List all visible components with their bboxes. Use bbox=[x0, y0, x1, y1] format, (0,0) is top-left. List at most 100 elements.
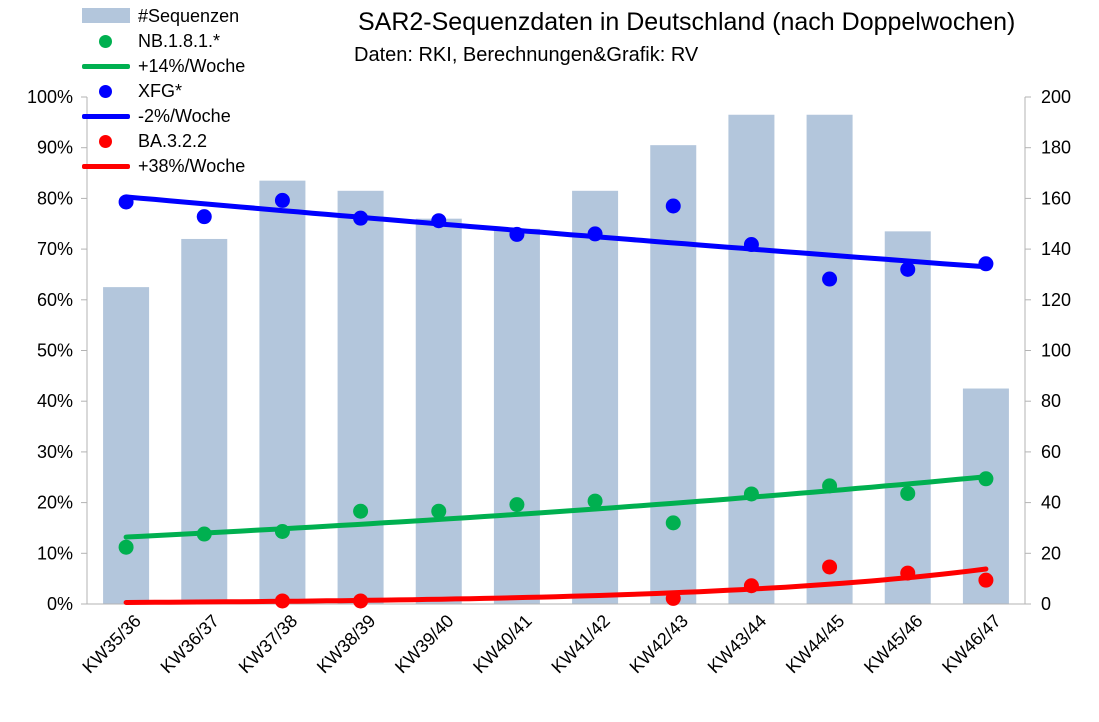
line-marker-icon bbox=[82, 114, 130, 119]
right-tick-label: 120 bbox=[1041, 290, 1071, 310]
point-BA.3.2.2-KW42/43 bbox=[665, 590, 681, 606]
dot-marker-icon bbox=[99, 35, 112, 48]
x-tick-label: KW40/41 bbox=[469, 611, 536, 678]
legend-item-sequenzen: #Sequenzen bbox=[82, 4, 245, 29]
left-tick-label: 0% bbox=[47, 594, 73, 614]
point-XFG*-KW45/46 bbox=[900, 261, 916, 277]
legend-item-nb181: NB.1.8.1.* bbox=[82, 29, 245, 54]
legend-label: NB.1.8.1.* bbox=[138, 31, 221, 51]
point-XFG*-KW38/39 bbox=[353, 210, 369, 226]
point-XFG*-KW37/38 bbox=[274, 192, 290, 208]
legend-item-trend-ba322: +38%/Woche bbox=[82, 154, 245, 179]
point-BA.3.2.2-KW43/44 bbox=[743, 578, 759, 594]
legend-swatch-dot bbox=[82, 79, 130, 104]
point-BA.3.2.2-KW38/39 bbox=[353, 593, 369, 609]
legend-swatch-dot bbox=[82, 129, 130, 154]
x-tick-label: KW45/46 bbox=[860, 611, 927, 678]
point-NB.1.8.1.*-KW38/39 bbox=[353, 503, 369, 519]
legend-swatch-line bbox=[82, 154, 130, 179]
right-tick-label: 100 bbox=[1041, 341, 1071, 361]
point-BA.3.2.2-KW45/46 bbox=[900, 565, 916, 581]
bar-KW45/46 bbox=[884, 231, 931, 605]
legend-label: #Sequenzen bbox=[138, 6, 240, 26]
point-XFG*-KW40/41 bbox=[509, 226, 525, 242]
x-tick-label: KW46/47 bbox=[938, 611, 1005, 678]
point-NB.1.8.1.*-KW44/45 bbox=[822, 478, 838, 494]
left-tick-label: 50% bbox=[37, 341, 73, 361]
trend-layer bbox=[123, 194, 989, 605]
line-marker-icon bbox=[82, 64, 130, 69]
point-NB.1.8.1.*-KW36/37 bbox=[196, 526, 212, 542]
legend-label: +14%/Woche bbox=[138, 56, 246, 76]
point-XFG*-KW42/43 bbox=[665, 198, 681, 214]
right-tick-label: 20 bbox=[1041, 543, 1061, 563]
chart-subtitle: Daten: RKI, Berechnungen&Grafik: RV bbox=[354, 44, 699, 66]
right-tick-label: 180 bbox=[1041, 138, 1071, 158]
bar-swatch-icon bbox=[82, 8, 130, 23]
bar-KW38/39 bbox=[337, 190, 384, 605]
x-tick-label: KW38/39 bbox=[313, 611, 380, 678]
left-tick-label: 100% bbox=[27, 87, 73, 107]
legend-item-ba322: BA.3.2.2 bbox=[82, 129, 245, 154]
legend-item-trend-xfg: -2%/Woche bbox=[82, 104, 245, 129]
point-BA.3.2.2-KW44/45 bbox=[822, 559, 838, 575]
point-NB.1.8.1.*-KW35/36 bbox=[118, 539, 134, 555]
x-tick-label: KW36/37 bbox=[157, 611, 224, 678]
point-XFG*-KW46/47 bbox=[978, 256, 994, 272]
point-NB.1.8.1.*-KW37/38 bbox=[274, 523, 290, 539]
legend-label: -2%/Woche bbox=[138, 106, 231, 126]
point-XFG*-KW41/42 bbox=[587, 226, 603, 242]
legend-label: BA.3.2.2 bbox=[138, 131, 208, 151]
points-layer bbox=[118, 192, 994, 609]
point-NB.1.8.1.*-KW40/41 bbox=[509, 497, 525, 513]
point-NB.1.8.1.*-KW42/43 bbox=[665, 515, 681, 531]
left-tick-label: 90% bbox=[37, 138, 73, 158]
line-marker-icon bbox=[82, 164, 130, 169]
legend-swatch-line bbox=[82, 54, 130, 79]
x-tick-label: KW37/38 bbox=[235, 611, 302, 678]
legend-item-xfg: XFG* bbox=[82, 79, 245, 104]
point-NB.1.8.1.*-KW43/44 bbox=[743, 486, 759, 502]
trend-line bbox=[123, 474, 989, 540]
legend-label: +38%/Woche bbox=[138, 156, 246, 176]
point-XFG*-KW43/44 bbox=[743, 237, 759, 253]
legend-label: XFG* bbox=[138, 81, 183, 101]
left-tick-label: 60% bbox=[37, 290, 73, 310]
right-tick-label: 0 bbox=[1041, 594, 1051, 614]
legend-swatch-dot bbox=[82, 29, 130, 54]
bar-KW43/44 bbox=[728, 114, 775, 605]
bar-KW42/43 bbox=[650, 145, 697, 605]
point-NB.1.8.1.*-KW39/40 bbox=[431, 503, 447, 519]
legend: #Sequenzen NB.1.8.1.* +14%/Woche XFG* -2… bbox=[82, 4, 245, 179]
left-tick-label: 20% bbox=[37, 493, 73, 513]
left-tick-label: 70% bbox=[37, 239, 73, 259]
right-tick-label: 200 bbox=[1041, 87, 1071, 107]
point-NB.1.8.1.*-KW46/47 bbox=[978, 471, 994, 487]
dot-marker-icon bbox=[99, 85, 112, 98]
left-tick-label: 40% bbox=[37, 391, 73, 411]
bar-KW37/38 bbox=[259, 180, 306, 604]
x-tick-label: KW39/40 bbox=[391, 611, 458, 678]
bar-KW39/40 bbox=[415, 218, 462, 604]
bar-KW35/36 bbox=[103, 287, 150, 604]
bar-KW41/42 bbox=[572, 190, 619, 605]
point-BA.3.2.2-KW46/47 bbox=[978, 572, 994, 588]
x-tick-label: KW44/45 bbox=[782, 611, 849, 678]
point-BA.3.2.2-KW37/38 bbox=[274, 593, 290, 609]
right-tick-label: 60 bbox=[1041, 442, 1061, 462]
legend-swatch-bar bbox=[82, 4, 130, 29]
point-XFG*-KW35/36 bbox=[118, 194, 134, 210]
right-tick-label: 160 bbox=[1041, 188, 1071, 208]
chart-title: SAR2-Sequenzdaten in Deutschland (nach D… bbox=[358, 8, 1016, 36]
point-XFG*-KW39/40 bbox=[431, 213, 447, 229]
x-tick-label: KW41/42 bbox=[547, 611, 614, 678]
bar-KW36/37 bbox=[181, 238, 228, 604]
point-NB.1.8.1.*-KW45/46 bbox=[900, 485, 916, 501]
x-tick-label: KW43/44 bbox=[704, 611, 771, 678]
legend-swatch-line bbox=[82, 104, 130, 129]
dot-marker-icon bbox=[99, 135, 112, 148]
left-tick-label: 80% bbox=[37, 188, 73, 208]
left-tick-label: 10% bbox=[37, 543, 73, 563]
point-XFG*-KW36/37 bbox=[196, 209, 212, 225]
